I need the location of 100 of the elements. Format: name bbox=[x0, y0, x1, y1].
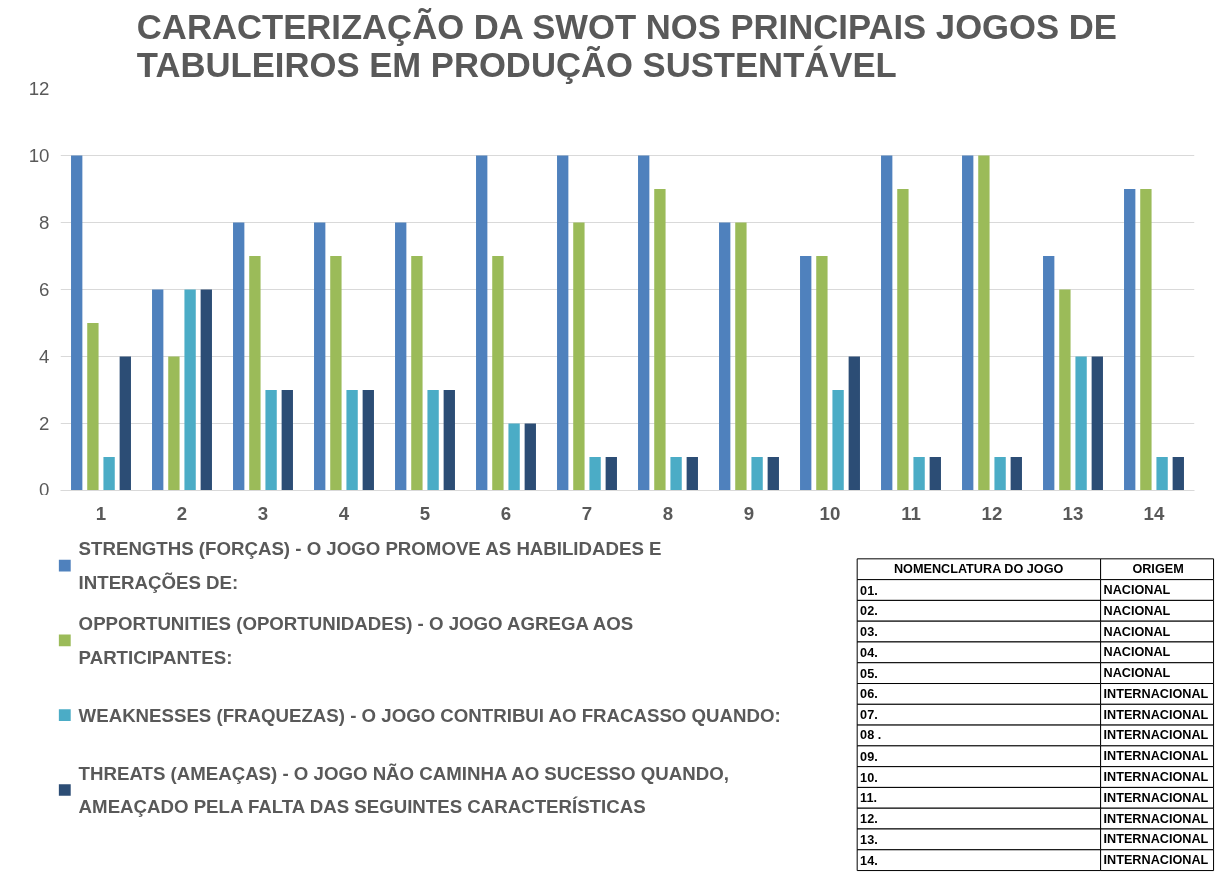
text: 06. bbox=[860, 687, 878, 702]
text: INTERNACIONAL bbox=[1103, 686, 1209, 701]
text: INTERNACIONAL bbox=[1103, 832, 1209, 847]
text: ORIGEM bbox=[1132, 562, 1184, 577]
x-tick-label: 1 bbox=[95, 503, 107, 524]
bar bbox=[1156, 457, 1168, 491]
bar bbox=[330, 256, 342, 491]
x-tick-label: 7 bbox=[581, 503, 593, 524]
bar bbox=[395, 222, 407, 491]
bar bbox=[767, 457, 779, 491]
bar bbox=[281, 390, 293, 491]
bar bbox=[346, 390, 358, 491]
text: INTERNACIONAL bbox=[1103, 749, 1209, 764]
x-tick-label: 5 bbox=[419, 503, 431, 524]
bar bbox=[524, 423, 536, 491]
bar bbox=[670, 457, 682, 491]
legend-label: WEAKNESSES (FRAQUEZAS) - O JOGO CONTRIBUI AO FRACASSO QUANDO: bbox=[78, 704, 781, 726]
x-tick-label: 8 bbox=[662, 503, 674, 524]
text: 12. bbox=[860, 812, 878, 827]
bar bbox=[1124, 189, 1136, 491]
bar bbox=[314, 222, 326, 491]
text: NACIONAL bbox=[1103, 645, 1171, 660]
bar bbox=[735, 222, 747, 491]
bar bbox=[87, 323, 99, 491]
y-tick-label: 10 bbox=[28, 145, 50, 166]
bar bbox=[168, 356, 180, 491]
bar bbox=[719, 222, 731, 491]
text: NACIONAL bbox=[1103, 583, 1171, 598]
bar bbox=[411, 256, 423, 491]
bar bbox=[1010, 457, 1022, 491]
x-tick-label: 3 bbox=[257, 503, 269, 524]
text: NACIONAL bbox=[1103, 666, 1171, 681]
text: INTERNACIONAL bbox=[1103, 853, 1209, 868]
x-tick-label: 6 bbox=[500, 503, 512, 524]
text: 11. bbox=[860, 791, 878, 806]
legend-label: OPPORTUNITIES (OPORTUNIDADES) - O JOGO AGREGA AOS PARTICIPANTES: bbox=[78, 613, 634, 668]
bar bbox=[362, 390, 374, 491]
bar bbox=[848, 356, 860, 491]
bar bbox=[589, 457, 601, 491]
bar bbox=[1091, 356, 1103, 491]
bar bbox=[1059, 289, 1071, 491]
bar bbox=[654, 189, 666, 491]
bar bbox=[978, 155, 990, 491]
bar bbox=[443, 390, 455, 491]
y-tick-label: 12 bbox=[28, 78, 50, 99]
x-tick-label: 11 bbox=[901, 503, 921, 524]
bar bbox=[152, 289, 164, 491]
text: INTERNACIONAL bbox=[1103, 811, 1209, 826]
y-tick-label: 4 bbox=[39, 346, 50, 367]
bar bbox=[492, 256, 504, 491]
text: 10. bbox=[860, 770, 878, 785]
bar bbox=[184, 289, 196, 491]
text: NACIONAL bbox=[1103, 603, 1171, 618]
text: INTERNACIONAL bbox=[1103, 707, 1209, 722]
bar bbox=[638, 155, 650, 491]
text: 04. bbox=[860, 645, 878, 660]
bar bbox=[249, 256, 261, 491]
bar bbox=[265, 390, 277, 491]
bar bbox=[929, 457, 941, 491]
bar bbox=[686, 457, 698, 491]
bar bbox=[994, 457, 1006, 491]
bar bbox=[557, 155, 569, 491]
bar bbox=[881, 155, 893, 491]
bar bbox=[816, 256, 828, 491]
text: 01. bbox=[860, 583, 878, 598]
bar bbox=[605, 457, 617, 491]
bar bbox=[1172, 457, 1184, 491]
bar bbox=[800, 256, 812, 491]
y-tick-label: 0 bbox=[39, 478, 50, 500]
bar bbox=[476, 155, 488, 491]
bar bbox=[427, 390, 439, 491]
bar bbox=[508, 423, 520, 491]
text: INTERNACIONAL bbox=[1103, 790, 1209, 805]
bar bbox=[1075, 356, 1087, 491]
bar bbox=[233, 222, 245, 491]
bar bbox=[1043, 256, 1055, 491]
text: 09. bbox=[860, 749, 878, 764]
bar bbox=[751, 457, 763, 491]
text: 03. bbox=[860, 625, 878, 640]
x-tick-label: 9 bbox=[743, 503, 755, 524]
text: NACIONAL bbox=[1103, 624, 1171, 639]
bar bbox=[897, 189, 909, 491]
x-tick-label: 14 bbox=[1143, 503, 1165, 524]
text: 14. bbox=[860, 853, 878, 868]
bar bbox=[1140, 189, 1152, 491]
y-tick-label: 8 bbox=[39, 212, 50, 233]
legend-label: THREATS (AMEAÇAS) - O JOGO NÃO CAMINHA AO SUCESSO QUANDO, AMEAÇADO PELA FALTA DAS SEGUINTES CARACTERÍSTICAS bbox=[78, 762, 729, 818]
x-tick-label: 2 bbox=[176, 503, 188, 524]
text: 07. bbox=[860, 708, 878, 723]
text: NOMENCLATURA DO JOGO bbox=[893, 562, 1064, 577]
text: INTERNACIONAL bbox=[1103, 770, 1209, 785]
text: 02. bbox=[860, 604, 878, 619]
bar bbox=[962, 155, 974, 491]
x-tick-label: 10 bbox=[819, 503, 841, 524]
text: INTERNACIONAL bbox=[1103, 728, 1209, 743]
x-tick-label: 13 bbox=[1062, 503, 1084, 524]
text: 13. bbox=[860, 832, 878, 847]
bar bbox=[200, 289, 212, 491]
text: 08 . bbox=[860, 728, 882, 743]
bar bbox=[913, 457, 925, 491]
